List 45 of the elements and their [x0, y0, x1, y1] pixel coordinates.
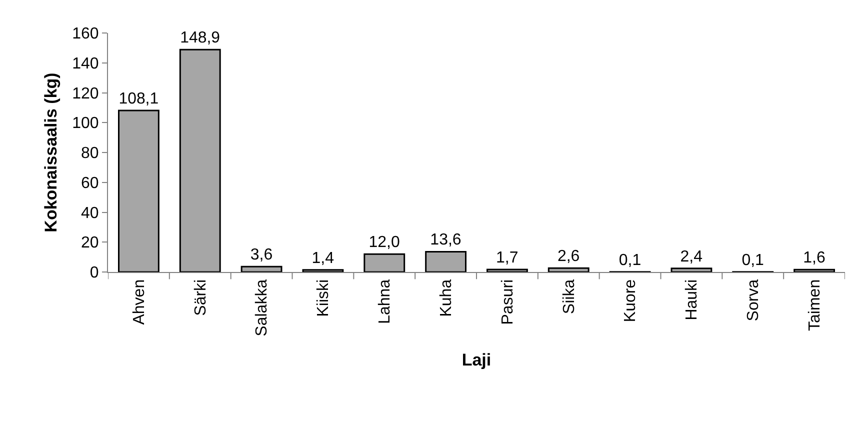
y-tick-label: 60 — [81, 174, 99, 192]
x-tick-label: Hauki — [684, 279, 701, 320]
x-tick-label: Sorva — [745, 279, 762, 322]
x-tick-label: Taimen — [806, 279, 824, 331]
data-label: 148,9 — [180, 30, 220, 47]
x-tick-label: Lahna — [376, 279, 394, 324]
x-tick-label: Salakka — [254, 279, 271, 336]
x-tick-label: Kuore — [622, 279, 640, 322]
x-tick-label: Pasuri — [499, 279, 516, 325]
bar — [486, 268, 528, 272]
data-label: 0,1 — [742, 252, 764, 269]
x-tick-label: Kuha — [438, 279, 455, 317]
y-tick-label: 140 — [72, 55, 99, 72]
y-tick-label: 100 — [72, 115, 99, 132]
y-tick-label: 80 — [81, 145, 99, 162]
x-tick-label: Ahven — [130, 279, 148, 325]
y-tick-label: 120 — [72, 85, 99, 102]
data-label: 2,6 — [557, 248, 580, 266]
data-label: 3,6 — [250, 246, 273, 264]
x-tick-label: Kiiski — [315, 279, 332, 317]
bar — [179, 48, 221, 272]
data-label: 1,7 — [496, 249, 518, 266]
bar — [240, 266, 282, 272]
y-tick-label: 20 — [81, 234, 99, 252]
x-axis-title: Laji — [462, 350, 492, 370]
bar — [794, 268, 835, 272]
bar — [425, 250, 466, 272]
bar — [302, 269, 344, 272]
x-tick-label: Särki — [192, 279, 210, 316]
y-tick-label: 40 — [81, 204, 99, 222]
data-label: 108,1 — [118, 90, 159, 108]
data-label: 0,1 — [618, 252, 642, 269]
data-label: 12,0 — [368, 234, 400, 252]
y-tick-label: 0 — [90, 264, 99, 282]
bar — [548, 267, 590, 272]
bar — [670, 268, 712, 272]
bar — [364, 253, 406, 272]
y-tick-label: 160 — [72, 26, 99, 43]
y-axis-title: Kokonaissaalis (kg) — [42, 72, 61, 232]
data-label: 2,4 — [680, 248, 703, 266]
data-label: 13,6 — [430, 232, 462, 249]
x-tick-label: Siika — [560, 279, 578, 314]
data-label: 1,4 — [312, 250, 334, 267]
data-label: 1,6 — [803, 250, 826, 267]
bar — [118, 110, 160, 272]
